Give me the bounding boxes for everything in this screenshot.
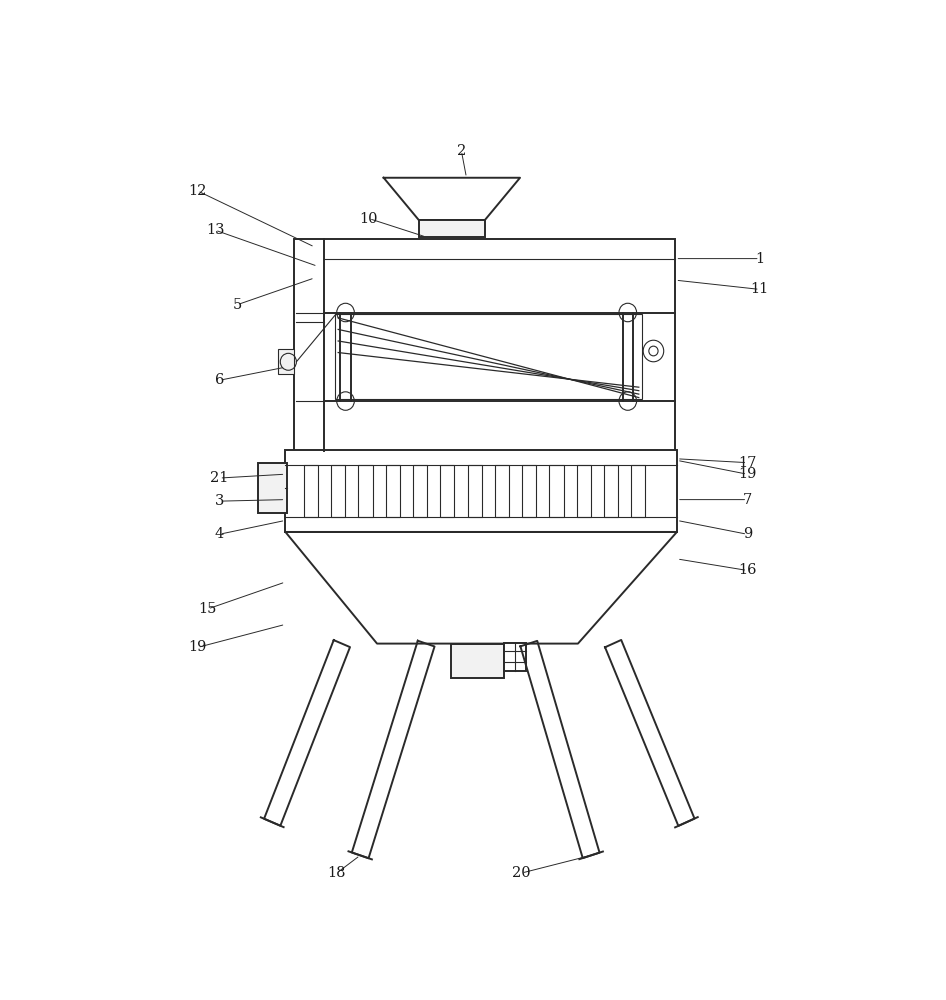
Text: 5: 5 (233, 298, 241, 312)
Text: 6: 6 (215, 373, 224, 387)
Polygon shape (286, 532, 677, 644)
Text: 13: 13 (206, 223, 224, 237)
Text: 19: 19 (188, 640, 206, 654)
Text: 10: 10 (359, 212, 378, 226)
Bar (412, 465, 427, 517)
Bar (286, 450, 677, 532)
Polygon shape (352, 641, 434, 858)
Text: 19: 19 (738, 467, 757, 481)
Bar (386, 465, 400, 517)
Polygon shape (384, 178, 520, 220)
Bar (550, 465, 564, 517)
Bar (604, 465, 618, 517)
Bar (331, 465, 345, 517)
Bar (440, 465, 454, 517)
Text: 1: 1 (755, 252, 764, 266)
Bar (257, 463, 287, 513)
Text: 12: 12 (188, 184, 206, 198)
Polygon shape (520, 641, 600, 858)
Bar (577, 465, 591, 517)
Text: 4: 4 (215, 527, 224, 541)
Polygon shape (264, 640, 350, 826)
Bar (631, 465, 645, 517)
Bar (504, 643, 526, 671)
Bar (495, 465, 509, 517)
Text: 17: 17 (738, 456, 757, 470)
Bar (304, 465, 318, 517)
Polygon shape (605, 640, 694, 826)
Bar (359, 465, 373, 517)
Bar (294, 239, 675, 451)
Bar (335, 314, 642, 399)
Text: 2: 2 (457, 144, 466, 158)
Text: 21: 21 (210, 471, 229, 485)
Text: 18: 18 (327, 866, 346, 880)
Bar (522, 465, 536, 517)
Text: 15: 15 (199, 602, 217, 616)
Bar (419, 220, 484, 237)
Text: 20: 20 (512, 866, 531, 880)
Bar (467, 465, 482, 517)
Text: 11: 11 (750, 282, 769, 296)
Text: 16: 16 (738, 563, 757, 577)
Bar (451, 644, 504, 678)
Bar (278, 349, 294, 374)
Text: 3: 3 (215, 494, 224, 508)
Text: 9: 9 (743, 527, 752, 541)
Text: 7: 7 (743, 493, 752, 507)
